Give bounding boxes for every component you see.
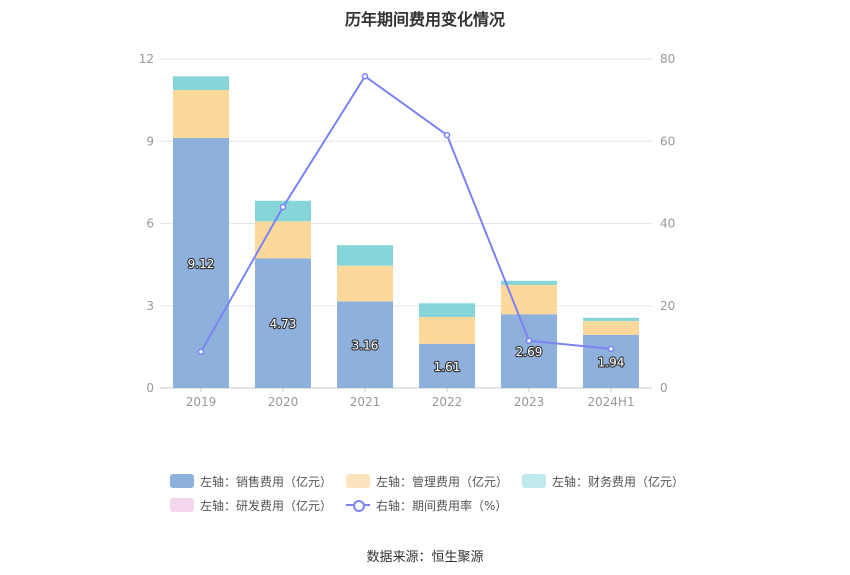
data-source: 数据来源：恒生聚源 [366, 550, 484, 565]
legend-item-finance[interactable]: 左轴：财务费用（亿元） [522, 473, 684, 490]
x-axis-tick-label: 2021 [350, 395, 381, 409]
legend-row-2: 左轴：研发费用（亿元） 右轴：期间费用率（%） [170, 494, 710, 516]
expense-rate-point [443, 131, 451, 139]
left-axis-tick-label: 3 [146, 299, 154, 313]
bar-segment [337, 301, 393, 388]
legend-item-rd[interactable]: 左轴：研发费用（亿元） [170, 497, 332, 514]
legend-label-expense-rate: 右轴：期间费用率（%） [376, 498, 508, 513]
bar-segment [583, 321, 639, 335]
expense-rate-point [197, 348, 205, 356]
right-axis-tick-label: 20 [660, 299, 675, 313]
expense-rate-point [607, 345, 615, 353]
bar-segment [583, 317, 639, 322]
bar-segment [173, 89, 229, 138]
left-axis-tick-label: 6 [146, 217, 154, 231]
legend-row-1: 左轴：销售费用（亿元） 左轴：管理费用（亿元） 左轴：财务费用（亿元） [170, 470, 710, 492]
bar-segment [501, 314, 557, 388]
chart-plot: 0 3 6 9 12 0 20 40 60 80 2019 2020 2021 2022 2023 2024H… [139, 52, 676, 409]
legend-swatch-sales [170, 474, 194, 488]
bar-segment [419, 316, 475, 344]
legend-item-expense-rate[interactable]: 右轴：期间费用率（%） [346, 497, 507, 514]
legend: 左轴：销售费用（亿元） 左轴：管理费用（亿元） 左轴：财务费用（亿元） 左轴：研… [170, 470, 710, 518]
bar-segment [419, 303, 475, 317]
bar-segment [173, 137, 229, 388]
bar-segment [501, 284, 557, 315]
bar-segment [255, 200, 311, 222]
bar-value-label: 1.61 [434, 360, 461, 374]
legend-swatch-admin [346, 474, 371, 488]
right-axis-tick-label: 80 [660, 52, 675, 66]
expense-rate-point [525, 337, 533, 344]
right-axis-tick-label: 60 [660, 134, 675, 148]
bar-segment [583, 334, 639, 388]
x-axis-tick-label: 2023 [514, 395, 545, 409]
legend-label-admin: 左轴：管理费用（亿元） [376, 474, 509, 489]
bar-segment [255, 258, 311, 388]
expense-rate-point [279, 203, 287, 211]
bar-value-label: 4.73 [270, 317, 297, 331]
legend-swatch-expense-rate [346, 498, 371, 512]
bar-segment [173, 76, 229, 90]
bar-value-label: 3.16 [352, 339, 379, 353]
bar-value-label: 2.69 [516, 345, 543, 359]
x-axis-tick-label: 2022 [432, 395, 463, 409]
legend-label-sales: 左轴：销售费用（亿元） [200, 474, 333, 489]
chart-title: 历年期间费用变化情况 [344, 10, 505, 29]
right-axis-tick-label: 0 [660, 381, 668, 395]
left-axis-tick-label: 0 [146, 381, 154, 395]
legend-swatch-rd [170, 498, 194, 512]
bar-value-label: 1.94 [598, 355, 625, 369]
expense-rate-point [361, 73, 369, 80]
expense-rate-line [200, 74, 612, 353]
bar-value-label: 9.12 [188, 257, 215, 271]
bar-segment [419, 343, 475, 388]
left-axis-tick-label: 9 [146, 134, 154, 148]
legend-swatch-finance [522, 474, 547, 488]
left-axis-tick-label: 12 [139, 52, 154, 66]
right-axis-tick-label: 40 [660, 217, 675, 231]
bar-segment [337, 245, 393, 266]
bar-segment [501, 280, 557, 285]
bar-segment [337, 265, 393, 302]
legend-item-admin[interactable]: 左轴：管理费用（亿元） [346, 473, 508, 490]
x-axis-tick-label: 2024H1 [587, 395, 634, 409]
legend-label-finance: 左轴：财务费用（亿元） [552, 474, 685, 489]
legend-item-sales[interactable]: 左轴：销售费用（亿元） [170, 473, 332, 490]
x-axis-tick-label: 2020 [268, 395, 299, 409]
x-axis-tick-label: 2019 [186, 395, 217, 409]
legend-label-rd: 左轴：研发费用（亿元） [200, 498, 333, 513]
